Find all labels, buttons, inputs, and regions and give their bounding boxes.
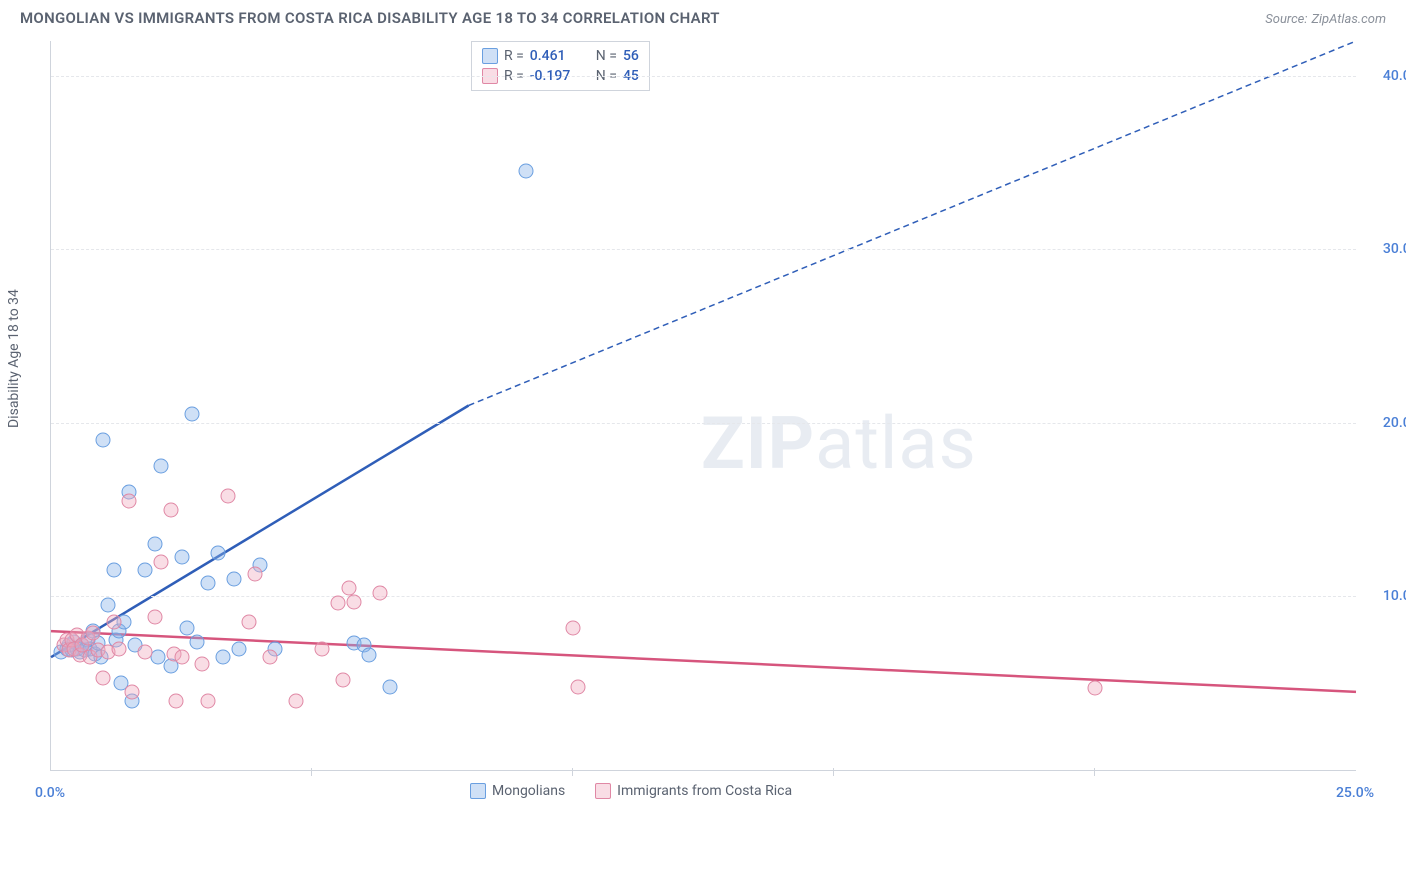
data-point-pink [106,615,121,630]
x-tick [1094,768,1095,776]
data-point-blue [96,433,111,448]
data-point-pink [148,610,163,625]
data-point-blue [137,563,152,578]
legend-series: Mongolians Immigrants from Costa Rica [470,783,792,799]
data-point-pink [124,684,139,699]
y-tick-label: 10.0% [1383,588,1406,604]
data-point-pink [263,650,278,665]
legend-row-blue: R = 0.461 N = 56 [482,46,639,66]
data-point-pink [169,693,184,708]
data-point-pink [111,641,126,656]
data-point-blue [184,407,199,422]
data-point-blue [383,679,398,694]
legend-correlation: R = 0.461 N = 56 R = -0.197 N = 45 [471,41,650,91]
plot-area: ZIPatlas R = 0.461 N = 56 R = -0.197 N =… [50,41,1356,771]
data-point-pink [164,502,179,517]
data-point-blue [211,546,226,561]
data-point-pink [195,657,210,672]
swatch-pink [595,783,611,799]
data-point-pink [242,615,257,630]
y-axis-label: Disability Age 18 to 34 [6,289,22,428]
trend-line-pink [51,631,1356,692]
y-tick-label: 30.0% [1383,241,1406,257]
data-point-blue [362,648,377,663]
data-point-pink [346,594,361,609]
gridline [51,423,1356,424]
data-point-blue [101,598,116,613]
source: Source: ZipAtlas.com [1265,8,1386,27]
gridline [51,249,1356,250]
chart-title: MONGOLIAN VS IMMIGRANTS FROM COSTA RICA … [20,9,720,27]
data-point-pink [315,641,330,656]
y-tick-label: 40.0% [1383,68,1406,84]
data-point-blue [153,459,168,474]
data-point-blue [200,575,215,590]
data-point-pink [137,644,152,659]
data-point-blue [231,641,246,656]
data-point-blue [148,537,163,552]
r-value-blue: 0.461 [530,48,580,64]
data-point-blue [106,563,121,578]
data-point-blue [174,549,189,564]
data-point-pink [1088,681,1103,696]
data-point-pink [289,693,304,708]
swatch-blue [482,48,498,64]
n-label: N = [596,48,617,64]
x-tick-label: 25.0% [1336,785,1374,801]
trend-line-blue-dashed [469,41,1356,406]
data-point-pink [331,596,346,611]
x-tick [311,768,312,776]
trend-lines-layer [51,41,1356,770]
chart-area: ZIPatlas R = 0.461 N = 56 R = -0.197 N =… [50,41,1386,821]
swatch-blue [470,783,486,799]
legend-label-pink: Immigrants from Costa Rica [617,783,792,799]
data-point-pink [566,620,581,635]
data-point-pink [372,585,387,600]
data-point-blue [519,164,534,179]
data-point-pink [174,650,189,665]
data-point-blue [226,572,241,587]
legend-item-pink: Immigrants from Costa Rica [595,783,792,799]
gridline [51,76,1356,77]
r-label: R = [504,48,524,64]
data-point-pink [153,554,168,569]
data-point-pink [200,693,215,708]
data-point-pink [85,625,100,640]
source-value: ZipAtlas.com [1311,12,1386,27]
legend-label-blue: Mongolians [492,783,565,799]
data-point-pink [571,679,586,694]
data-point-blue [179,620,194,635]
legend-item-blue: Mongolians [470,783,565,799]
data-point-pink [96,671,111,686]
data-point-pink [341,580,356,595]
data-point-pink [247,566,262,581]
y-tick-label: 20.0% [1383,415,1406,431]
data-point-pink [336,672,351,687]
data-point-blue [190,634,205,649]
x-tick [572,768,573,776]
data-point-blue [216,650,231,665]
n-value-blue: 56 [623,48,639,64]
source-label: Source: [1265,12,1307,27]
data-point-pink [122,493,137,508]
data-point-pink [221,488,236,503]
x-tick-label: 0.0% [35,785,65,801]
x-tick [833,768,834,776]
gridline [51,596,1356,597]
